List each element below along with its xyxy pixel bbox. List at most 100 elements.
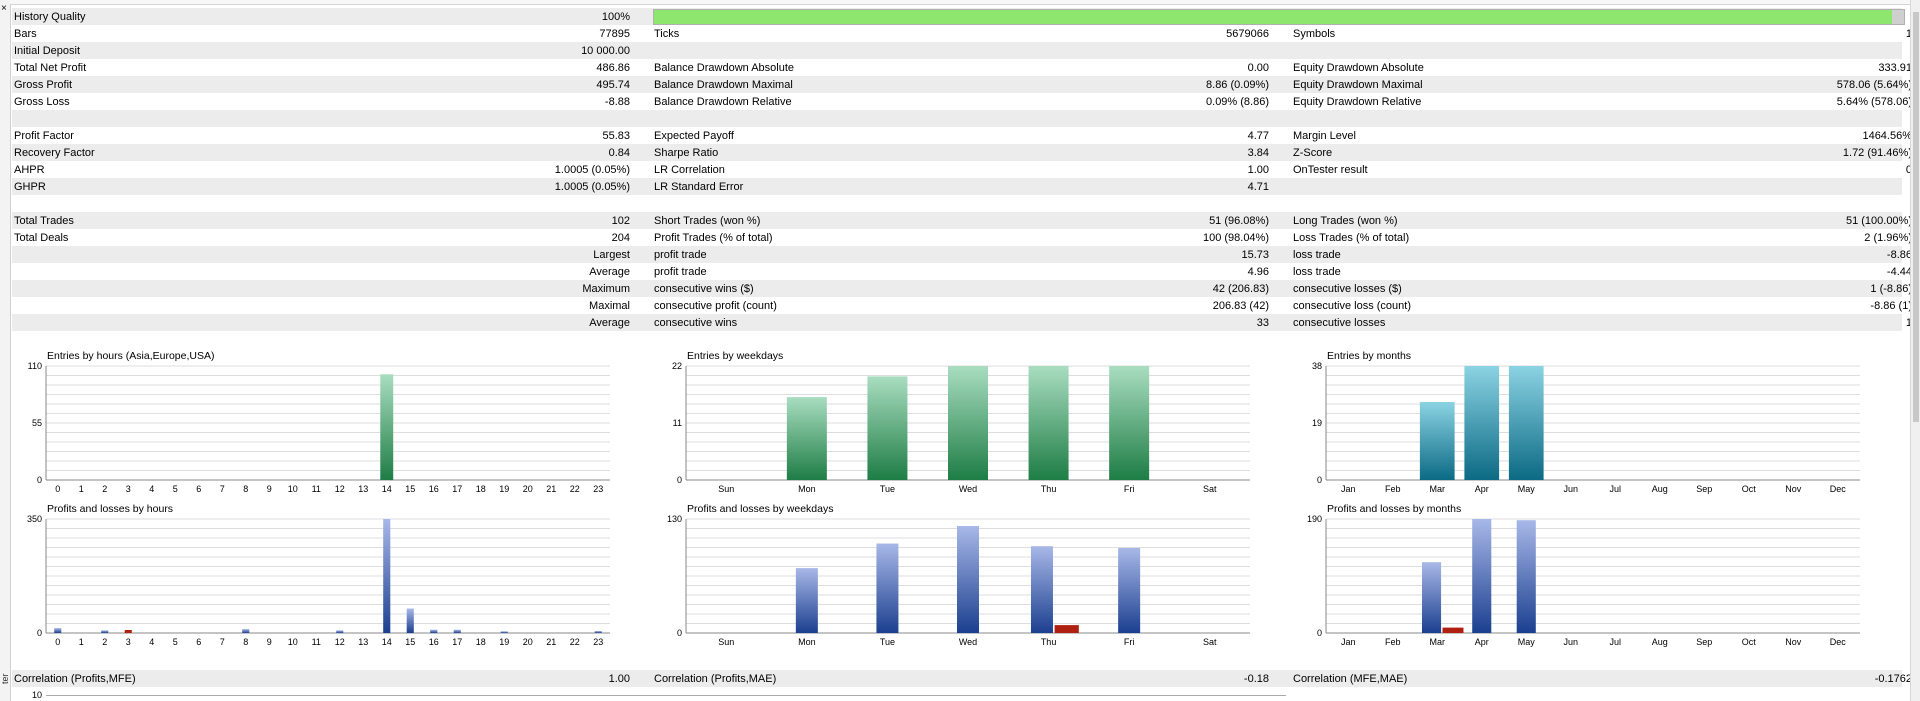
- report-cell-v1: 10 000.00: [581, 45, 630, 57]
- scrollbar-thumb[interactable]: [1913, 12, 1919, 422]
- x-tick-label: 4: [149, 484, 154, 494]
- x-tick-label: Oct: [1742, 637, 1757, 647]
- report-cell-v3: 1 (-8.86): [1870, 283, 1912, 295]
- x-tick-label: 23: [593, 484, 603, 494]
- x-tick-label: 5: [173, 637, 178, 647]
- report-cell-v2: 4.77: [1247, 130, 1269, 142]
- x-tick-label: 6: [196, 484, 201, 494]
- correlation-mfe-mae-label: Correlation (MFE,MAE): [1293, 673, 1408, 685]
- y-tick-label: 0: [677, 628, 682, 638]
- x-tick-label: 6: [196, 637, 201, 647]
- bar: [876, 543, 899, 633]
- close-icon[interactable]: ×: [1, 3, 7, 14]
- bar: [383, 519, 391, 633]
- x-tick-label: 1: [79, 484, 84, 494]
- x-tick-label: Feb: [1385, 484, 1401, 494]
- x-tick-label: 16: [429, 484, 439, 494]
- report-cell-c2: consecutive wins ($): [654, 283, 754, 295]
- x-tick-label: Sun: [718, 637, 734, 647]
- report-row: Average profit trade 4.96 loss trade -4.44: [12, 263, 1912, 280]
- vertical-scrollbar[interactable]: [1910, 0, 1920, 701]
- history-quality-bar: [653, 9, 1905, 25]
- x-tick-label: 14: [382, 484, 392, 494]
- x-tick-label: Jan: [1341, 637, 1356, 647]
- report-cell-v2: 5679066: [1226, 28, 1269, 40]
- report-row: Maximum consecutive wins ($) 42 (206.83) co…: [12, 280, 1912, 297]
- x-tick-label: 12: [335, 637, 345, 647]
- x-tick-label: 2: [102, 637, 107, 647]
- bar: [336, 630, 344, 633]
- bar: [1508, 366, 1544, 480]
- bar: [795, 568, 818, 633]
- report-cell-v2: 42 (206.83): [1212, 283, 1269, 295]
- x-tick-label: 23: [593, 637, 603, 647]
- report-cell-c1: Total Net Profit: [14, 62, 87, 74]
- report-cell-c3: Z-Score: [1293, 147, 1333, 159]
- x-tick-label: Nov: [1785, 637, 1802, 647]
- correlation-mfe-mae-value: -0.1762: [1874, 673, 1912, 685]
- report-row: GHPR 1.0005 (0.05%) LR Standard Error 4.71: [12, 178, 1902, 195]
- report-cell-v2: 15.73: [1241, 249, 1269, 261]
- report-cell-v3: 0: [1905, 164, 1912, 176]
- report-cell-c2: LR Correlation: [654, 164, 725, 176]
- report-cell-c1: AHPR: [14, 164, 45, 176]
- report-cell-v1: 0.84: [608, 147, 630, 159]
- x-tick-label: 22: [570, 484, 580, 494]
- x-tick-label: Sat: [1203, 484, 1217, 494]
- report-cell-v1: Average: [589, 266, 630, 278]
- x-tick-label: Sep: [1696, 637, 1712, 647]
- chart-title: Entries by months: [1327, 350, 1411, 362]
- loss-bar: [1442, 627, 1464, 633]
- bottom-chart-tick: 10: [32, 690, 43, 700]
- report-row: Total Deals 204 Profit Trades (% of total)…: [12, 229, 1912, 246]
- report-cell-v3: 1: [1905, 28, 1912, 40]
- report-cell-v1: 77895: [599, 28, 630, 40]
- report-cell-c1: Gross Loss: [14, 96, 70, 108]
- report-cell-v3: -4.44: [1886, 266, 1912, 278]
- bar: [54, 628, 62, 633]
- x-tick-label: May: [1518, 484, 1536, 494]
- report-cell-c2: Balance Drawdown Relative: [654, 96, 792, 108]
- bar: [1516, 520, 1536, 633]
- chart-pl-by-hours: Profits and losses by hours 350 0 0 1 2 3 4 5 6 7 8…: [10, 501, 630, 651]
- bar: [786, 397, 827, 480]
- report-cell-c3: Symbols: [1293, 28, 1336, 40]
- x-tick-label: 21: [546, 484, 556, 494]
- x-tick-label: Thu: [1041, 637, 1057, 647]
- report-cell-v2: 3.84: [1247, 147, 1269, 159]
- y-tick-label: 22: [672, 361, 682, 371]
- report-row: Average consecutive wins 33 consecutive los…: [12, 314, 1912, 331]
- bar: [1030, 546, 1053, 633]
- report-cell-v1: Maximal: [589, 300, 630, 312]
- report-cell-v1: 1.0005 (0.05%): [554, 164, 630, 176]
- x-tick-label: Jul: [1609, 484, 1621, 494]
- x-tick-label: 9: [267, 484, 272, 494]
- x-tick-label: 21: [546, 637, 556, 647]
- side-tab-label[interactable]: ter: [0, 673, 10, 684]
- report-cell-c2: Expected Payoff: [654, 130, 734, 142]
- x-tick-label: Mon: [798, 637, 816, 647]
- x-tick-label: Jun: [1563, 637, 1578, 647]
- report-cell-c1: Total Deals: [14, 232, 69, 244]
- y-tick-label: 38: [1312, 361, 1322, 371]
- x-tick-label: 0: [55, 484, 60, 494]
- x-tick-label: Jul: [1609, 637, 1621, 647]
- y-tick-label: 110: [28, 361, 42, 371]
- report-row: Total Net Profit 486.86 Balance Drawdown A…: [12, 59, 1912, 76]
- report-cell-c1: Recovery Factor: [14, 147, 95, 159]
- report-row: AHPR 1.0005 (0.05%) LR Correlation 1.00 OnTe…: [12, 161, 1912, 178]
- report-row: [12, 195, 1902, 212]
- x-tick-label: 11: [312, 484, 321, 494]
- chart-entries-by-hours: Entries by hours (Asia,Europe,USA) 110 55 0…: [10, 348, 630, 498]
- x-tick-label: 0: [55, 637, 60, 647]
- x-tick-label: 8: [243, 484, 248, 494]
- report-cell-v2: 33: [1256, 317, 1269, 329]
- x-tick-label: Sep: [1696, 484, 1712, 494]
- x-tick-label: 3: [126, 637, 131, 647]
- report-row: Largest profit trade 15.73 loss trade -8.86: [12, 246, 1912, 263]
- report-cell-v3: -8.86: [1886, 249, 1912, 261]
- report-cell-c3: consecutive losses: [1293, 317, 1386, 329]
- bar: [594, 631, 602, 633]
- report-cell-c2: Short Trades (won %): [654, 215, 761, 227]
- x-tick-label: Fri: [1124, 484, 1135, 494]
